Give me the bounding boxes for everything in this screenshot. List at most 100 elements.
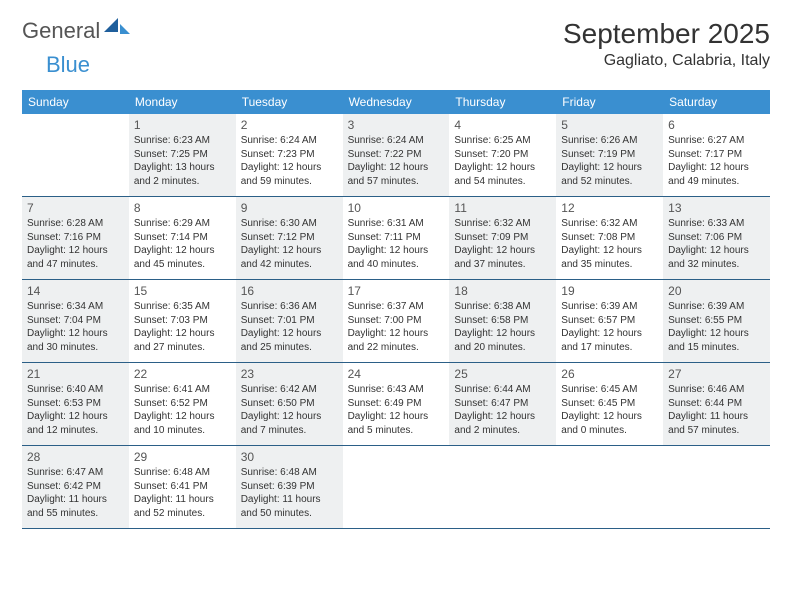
daylight2-text: and 50 minutes.	[241, 507, 338, 521]
weekday-header: Sunday	[22, 90, 129, 114]
daylight1-text: Daylight: 12 hours	[348, 161, 445, 175]
daylight2-text: and 32 minutes.	[668, 258, 765, 272]
day-cell: 16Sunrise: 6:36 AMSunset: 7:01 PMDayligh…	[236, 280, 343, 362]
day-number: 2	[241, 117, 338, 133]
sunrise-text: Sunrise: 6:28 AM	[27, 217, 124, 231]
weekday-header: Monday	[129, 90, 236, 114]
daylight2-text: and 47 minutes.	[27, 258, 124, 272]
day-number: 20	[668, 283, 765, 299]
sunrise-text: Sunrise: 6:32 AM	[454, 217, 551, 231]
logo-triangle-icon	[104, 18, 118, 32]
sunset-text: Sunset: 7:06 PM	[668, 231, 765, 245]
empty-day-cell	[449, 446, 556, 528]
sunrise-text: Sunrise: 6:44 AM	[454, 383, 551, 397]
day-cell: 29Sunrise: 6:48 AMSunset: 6:41 PMDayligh…	[129, 446, 236, 528]
day-number: 21	[27, 366, 124, 382]
day-number: 22	[134, 366, 231, 382]
daylight2-text: and 49 minutes.	[668, 175, 765, 189]
day-cell: 27Sunrise: 6:46 AMSunset: 6:44 PMDayligh…	[663, 363, 770, 445]
daylight2-text: and 27 minutes.	[134, 341, 231, 355]
daylight2-text: and 37 minutes.	[454, 258, 551, 272]
daylight1-text: Daylight: 12 hours	[134, 410, 231, 424]
sunrise-text: Sunrise: 6:25 AM	[454, 134, 551, 148]
day-number: 23	[241, 366, 338, 382]
day-number: 29	[134, 449, 231, 465]
day-cell: 9Sunrise: 6:30 AMSunset: 7:12 PMDaylight…	[236, 197, 343, 279]
daylight2-text: and 0 minutes.	[561, 424, 658, 438]
logo: General	[22, 18, 132, 44]
daylight1-text: Daylight: 12 hours	[348, 327, 445, 341]
daylight2-text: and 15 minutes.	[668, 341, 765, 355]
day-cell: 21Sunrise: 6:40 AMSunset: 6:53 PMDayligh…	[22, 363, 129, 445]
daylight1-text: Daylight: 12 hours	[348, 244, 445, 258]
calendar-week-row: 14Sunrise: 6:34 AMSunset: 7:04 PMDayligh…	[22, 280, 770, 363]
daylight1-text: Daylight: 12 hours	[561, 244, 658, 258]
daylight2-text: and 20 minutes.	[454, 341, 551, 355]
day-number: 8	[134, 200, 231, 216]
sunset-text: Sunset: 6:53 PM	[27, 397, 124, 411]
day-number: 10	[348, 200, 445, 216]
daylight1-text: Daylight: 12 hours	[561, 410, 658, 424]
day-cell: 12Sunrise: 6:32 AMSunset: 7:08 PMDayligh…	[556, 197, 663, 279]
sunset-text: Sunset: 6:47 PM	[454, 397, 551, 411]
day-cell: 13Sunrise: 6:33 AMSunset: 7:06 PMDayligh…	[663, 197, 770, 279]
day-number: 1	[134, 117, 231, 133]
daylight2-text: and 59 minutes.	[241, 175, 338, 189]
sunset-text: Sunset: 6:41 PM	[134, 480, 231, 494]
weekday-header: Saturday	[663, 90, 770, 114]
sunset-text: Sunset: 7:01 PM	[241, 314, 338, 328]
calendar-week-row: 21Sunrise: 6:40 AMSunset: 6:53 PMDayligh…	[22, 363, 770, 446]
day-cell: 22Sunrise: 6:41 AMSunset: 6:52 PMDayligh…	[129, 363, 236, 445]
sunrise-text: Sunrise: 6:47 AM	[27, 466, 124, 480]
empty-day-cell	[663, 446, 770, 528]
sunrise-text: Sunrise: 6:39 AM	[668, 300, 765, 314]
day-cell: 5Sunrise: 6:26 AMSunset: 7:19 PMDaylight…	[556, 114, 663, 196]
day-number: 6	[668, 117, 765, 133]
day-cell: 15Sunrise: 6:35 AMSunset: 7:03 PMDayligh…	[129, 280, 236, 362]
day-cell: 3Sunrise: 6:24 AMSunset: 7:22 PMDaylight…	[343, 114, 450, 196]
daylight1-text: Daylight: 12 hours	[241, 161, 338, 175]
daylight1-text: Daylight: 12 hours	[348, 410, 445, 424]
day-cell: 7Sunrise: 6:28 AMSunset: 7:16 PMDaylight…	[22, 197, 129, 279]
calendar-page: General September 2025 Gagliato, Calabri…	[0, 0, 792, 529]
day-number: 24	[348, 366, 445, 382]
sunrise-text: Sunrise: 6:37 AM	[348, 300, 445, 314]
daylight1-text: Daylight: 12 hours	[561, 161, 658, 175]
weekday-header-row: SundayMondayTuesdayWednesdayThursdayFrid…	[22, 90, 770, 114]
daylight2-text: and 57 minutes.	[348, 175, 445, 189]
daylight1-text: Daylight: 12 hours	[668, 327, 765, 341]
sunset-text: Sunset: 7:08 PM	[561, 231, 658, 245]
sunset-text: Sunset: 6:57 PM	[561, 314, 658, 328]
day-cell: 2Sunrise: 6:24 AMSunset: 7:23 PMDaylight…	[236, 114, 343, 196]
logo-text-general: General	[22, 18, 100, 44]
day-cell: 14Sunrise: 6:34 AMSunset: 7:04 PMDayligh…	[22, 280, 129, 362]
day-cell: 8Sunrise: 6:29 AMSunset: 7:14 PMDaylight…	[129, 197, 236, 279]
day-cell: 18Sunrise: 6:38 AMSunset: 6:58 PMDayligh…	[449, 280, 556, 362]
sunrise-text: Sunrise: 6:48 AM	[241, 466, 338, 480]
daylight1-text: Daylight: 12 hours	[27, 244, 124, 258]
weekday-header: Friday	[556, 90, 663, 114]
daylight1-text: Daylight: 11 hours	[27, 493, 124, 507]
daylight1-text: Daylight: 12 hours	[27, 327, 124, 341]
day-cell: 1Sunrise: 6:23 AMSunset: 7:25 PMDaylight…	[129, 114, 236, 196]
sunrise-text: Sunrise: 6:45 AM	[561, 383, 658, 397]
daylight2-text: and 2 minutes.	[454, 424, 551, 438]
logo-triangle-icon	[120, 24, 130, 34]
sunrise-text: Sunrise: 6:35 AM	[134, 300, 231, 314]
sunset-text: Sunset: 7:14 PM	[134, 231, 231, 245]
sunset-text: Sunset: 6:55 PM	[668, 314, 765, 328]
day-number: 3	[348, 117, 445, 133]
daylight2-text: and 55 minutes.	[27, 507, 124, 521]
sunset-text: Sunset: 6:50 PM	[241, 397, 338, 411]
sunset-text: Sunset: 7:09 PM	[454, 231, 551, 245]
daylight1-text: Daylight: 12 hours	[454, 161, 551, 175]
sunrise-text: Sunrise: 6:39 AM	[561, 300, 658, 314]
day-number: 7	[27, 200, 124, 216]
daylight1-text: Daylight: 12 hours	[241, 244, 338, 258]
calendar-week-row: 7Sunrise: 6:28 AMSunset: 7:16 PMDaylight…	[22, 197, 770, 280]
day-number: 16	[241, 283, 338, 299]
sunrise-text: Sunrise: 6:29 AM	[134, 217, 231, 231]
daylight2-text: and 54 minutes.	[454, 175, 551, 189]
weekday-header: Tuesday	[236, 90, 343, 114]
day-cell: 26Sunrise: 6:45 AMSunset: 6:45 PMDayligh…	[556, 363, 663, 445]
